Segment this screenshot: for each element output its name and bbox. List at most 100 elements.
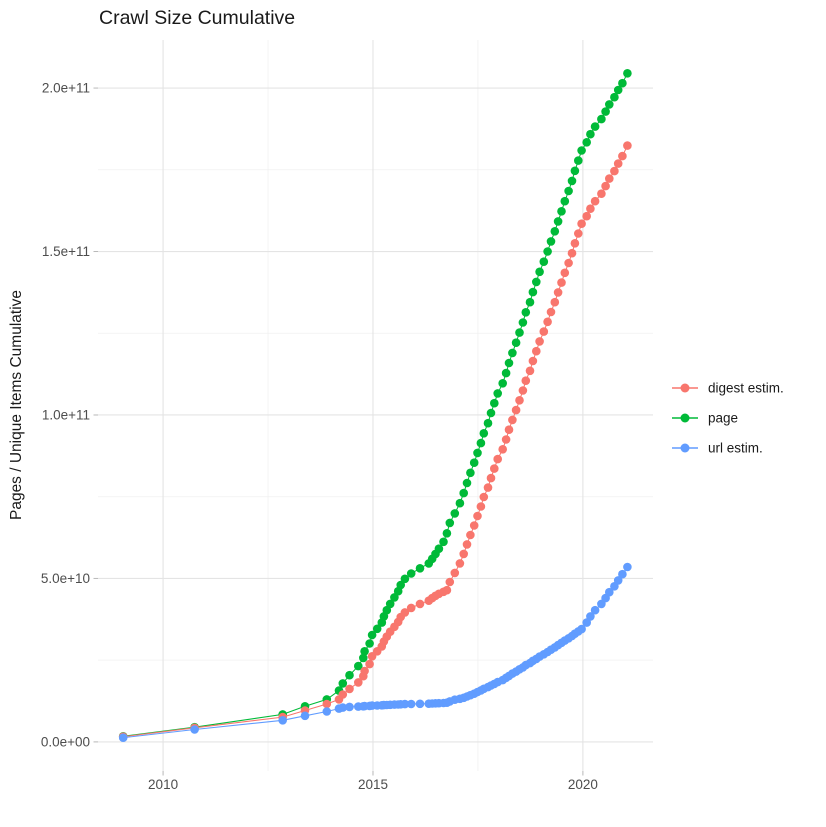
series-point xyxy=(455,559,465,568)
series-point xyxy=(278,716,288,725)
series-point xyxy=(345,684,354,694)
series-point xyxy=(486,408,496,418)
series-point xyxy=(525,366,535,376)
series-point xyxy=(623,69,632,78)
series-point xyxy=(300,711,310,721)
series-point xyxy=(618,151,627,161)
series-point xyxy=(338,703,348,712)
legend-key-point xyxy=(680,443,690,453)
series-point xyxy=(372,624,382,634)
series-point xyxy=(570,239,580,248)
series-point xyxy=(459,488,469,498)
series-point xyxy=(623,562,632,572)
series-point xyxy=(560,268,570,278)
series-point xyxy=(396,580,406,590)
series-point xyxy=(367,630,377,640)
series-point xyxy=(582,211,591,221)
legend: digest estim. page url estim. xyxy=(672,381,784,456)
y-tick-label: 1.0e+11 xyxy=(42,407,90,422)
series-point xyxy=(473,511,482,521)
series-point xyxy=(459,549,469,559)
series-point xyxy=(501,368,511,378)
series-point xyxy=(564,186,573,196)
legend-key-point xyxy=(680,383,690,393)
series-point xyxy=(504,425,514,435)
series-point xyxy=(476,502,486,511)
series-point xyxy=(360,666,369,676)
legend-entry-page: page xyxy=(672,411,738,426)
series-point xyxy=(528,287,538,297)
series-point xyxy=(586,612,595,621)
series-point xyxy=(501,435,511,444)
series-point xyxy=(535,337,544,346)
series-point xyxy=(613,159,623,168)
series-point xyxy=(476,438,486,448)
series-point xyxy=(406,603,416,613)
series-point xyxy=(543,317,552,327)
series-point xyxy=(508,348,517,358)
y-tick-label: 2.0e+11 xyxy=(42,81,90,96)
series-point xyxy=(582,138,591,147)
series-point xyxy=(567,176,577,186)
series-point xyxy=(450,568,460,578)
series-point xyxy=(400,699,410,709)
legend-label: url estim. xyxy=(708,441,763,456)
series-point xyxy=(613,85,623,95)
series-point xyxy=(511,338,521,348)
series-point xyxy=(479,492,489,502)
series-point xyxy=(586,204,595,213)
series-digest-estim- xyxy=(118,141,632,741)
series-point xyxy=(434,544,444,553)
series-point xyxy=(382,605,392,615)
series-point xyxy=(400,574,410,584)
series-point xyxy=(345,670,354,680)
series-point xyxy=(590,196,600,206)
series-point xyxy=(469,458,479,468)
series-point xyxy=(360,647,369,656)
series-point xyxy=(338,679,348,688)
series-point xyxy=(498,445,508,454)
series-point xyxy=(455,498,465,508)
series-point xyxy=(521,376,531,386)
series-point xyxy=(550,297,560,307)
series-point xyxy=(483,483,493,492)
gridlines-major xyxy=(98,40,653,771)
series-point xyxy=(354,678,363,687)
series-point xyxy=(528,356,538,366)
series-point xyxy=(623,141,632,150)
series-point xyxy=(508,415,517,425)
series-point xyxy=(567,248,577,258)
series-point xyxy=(590,122,600,131)
series-point xyxy=(557,207,566,216)
series-point xyxy=(466,468,475,478)
series-point xyxy=(564,258,573,268)
series-point xyxy=(518,386,528,395)
series-point xyxy=(498,379,508,388)
series-point xyxy=(601,181,610,191)
series-point xyxy=(415,599,425,609)
x-tick-label: 2010 xyxy=(148,777,178,792)
series-point xyxy=(400,608,410,617)
series-point xyxy=(532,277,541,287)
series-point xyxy=(618,569,627,579)
series-point xyxy=(450,509,460,518)
series-point xyxy=(406,699,416,709)
series-point xyxy=(574,229,583,238)
series-point xyxy=(385,599,395,609)
series-point xyxy=(338,690,348,699)
series-point xyxy=(582,618,591,627)
series-point xyxy=(415,699,425,709)
series-point xyxy=(546,237,556,246)
legend-entry-digest-estim-: digest estim. xyxy=(672,381,784,396)
series-point xyxy=(577,146,586,155)
series-point xyxy=(577,219,586,228)
series-point xyxy=(469,521,479,530)
series-point xyxy=(473,448,482,458)
series-point xyxy=(190,725,199,734)
x-axis-tick-labels: 2010 2015 2020 xyxy=(148,777,598,792)
series-point xyxy=(486,473,496,483)
series-point xyxy=(553,217,563,226)
series-point xyxy=(610,92,619,102)
series-url-estim- xyxy=(118,562,632,742)
